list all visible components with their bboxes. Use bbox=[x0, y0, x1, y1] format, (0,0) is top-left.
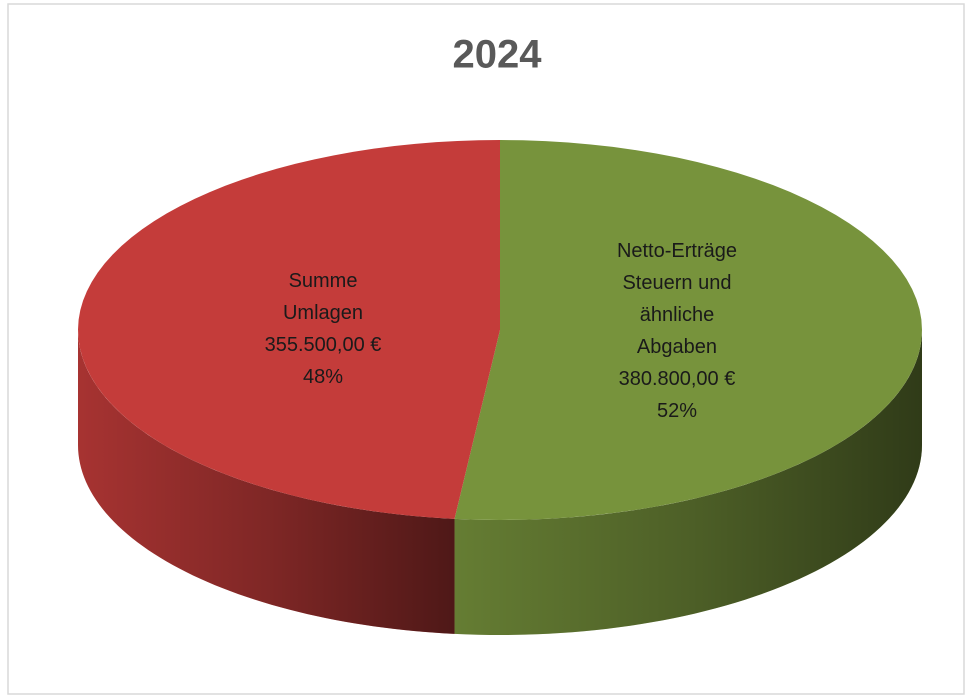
chart-border bbox=[7, 3, 965, 695]
slice-value: 355.500,00 € bbox=[264, 333, 382, 356]
slice-percent: 52% bbox=[656, 400, 697, 423]
slice-side-shade bbox=[78, 330, 455, 634]
data-label: Summe Umlagen 355.500,00 € 48% bbox=[263, 265, 383, 393]
slice-side-shade bbox=[454, 330, 922, 635]
slice bbox=[78, 140, 501, 519]
slice-name: Netto-Erträge Steuern und ähnliche Abgab… bbox=[616, 240, 737, 359]
chart-title: 2024 bbox=[453, 33, 543, 77]
data-label: Netto-Erträge Steuern und ähnliche Abgab… bbox=[602, 235, 752, 427]
slice-percent: 48% bbox=[303, 365, 344, 388]
slice-value: 380.800,00 € bbox=[618, 368, 736, 391]
slice-name: Summe Umlagen bbox=[282, 269, 364, 324]
slice bbox=[454, 140, 922, 520]
